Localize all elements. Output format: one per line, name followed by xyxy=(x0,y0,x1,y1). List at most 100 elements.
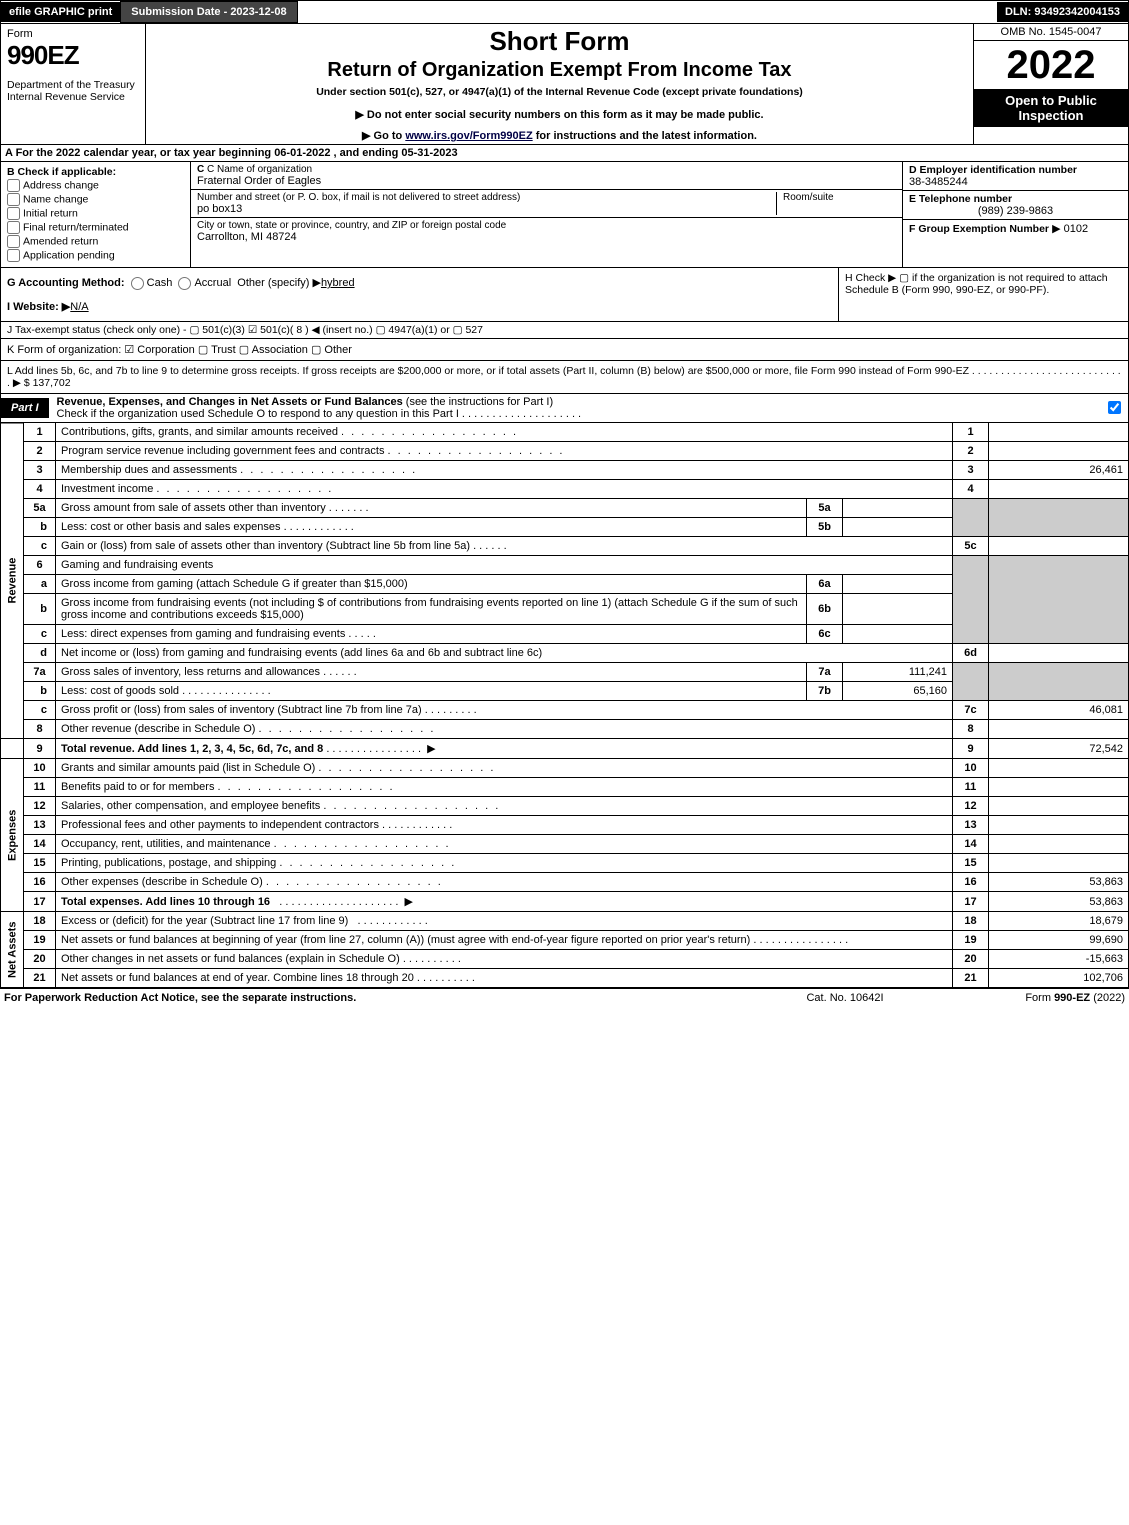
h-schedule-b: H Check ▶ ▢ if the organization is not r… xyxy=(838,268,1128,321)
ein-value: 38-3485244 xyxy=(909,176,1122,188)
i-label: I Website: ▶ xyxy=(7,301,70,313)
goto-post: for instructions and the latest informat… xyxy=(533,130,757,142)
ln-2-desc: Program service revenue including govern… xyxy=(61,445,384,457)
ln-4-val xyxy=(989,480,1129,499)
room-label: Room/suite xyxy=(783,192,896,203)
ln-7c-val: 46,081 xyxy=(989,701,1129,720)
city-label: City or town, state or province, country… xyxy=(197,220,896,231)
chk-final-return[interactable]: Final return/terminated xyxy=(7,221,184,234)
goto-line: ▶ Go to www.irs.gov/Form990EZ for instru… xyxy=(152,129,967,142)
ln-6b-desc: Gross income from fundraising events (no… xyxy=(61,597,798,621)
under-section: Under section 501(c), 527, or 4947(a)(1)… xyxy=(152,86,967,98)
other-label: Other (specify) ▶ xyxy=(237,277,321,289)
ln-20-desc: Other changes in net assets or fund bala… xyxy=(61,953,400,965)
ln-19-desc: Net assets or fund balances at beginning… xyxy=(61,934,750,946)
ln-5b-desc: Less: cost or other basis and sales expe… xyxy=(61,521,281,533)
f-label: F Group Exemption Number xyxy=(909,223,1049,235)
ln-6d-desc: Net income or (loss) from gaming and fun… xyxy=(61,647,542,659)
ln-1-num: 1 xyxy=(24,423,56,442)
g-accounting: G Accounting Method: Cash Accrual Other … xyxy=(1,268,838,321)
chk-initial-return[interactable]: Initial return xyxy=(7,207,184,220)
group-exemption-value: ▶ 0102 xyxy=(1052,223,1088,235)
tax-year: 2022 xyxy=(974,41,1128,89)
ln-6c-desc: Less: direct expenses from gaming and fu… xyxy=(61,628,345,640)
radio-cash[interactable] xyxy=(131,277,144,290)
cash-label: Cash xyxy=(147,277,173,289)
public-inspection: Open to Public Inspection xyxy=(974,89,1128,127)
website-value: N/A xyxy=(70,301,88,313)
chk-amended-return[interactable]: Amended return xyxy=(7,235,184,248)
ln-10-val xyxy=(989,759,1129,778)
row-g-h: G Accounting Method: Cash Accrual Other … xyxy=(0,268,1129,322)
b-header: B Check if applicable: xyxy=(7,166,184,178)
row-k-org-form: K Form of organization: ☑ Corporation ▢ … xyxy=(0,339,1129,361)
ssn-note: ▶ Do not enter social security numbers o… xyxy=(152,108,967,121)
footer: For Paperwork Reduction Act Notice, see … xyxy=(0,988,1129,1007)
part-1-title: Revenue, Expenses, and Changes in Net As… xyxy=(49,394,1104,422)
dept-label: Department of the Treasury Internal Reve… xyxy=(7,79,139,103)
ln-7b-desc: Less: cost of goods sold xyxy=(61,685,179,697)
ln-9-desc: Total revenue. Add lines 1, 2, 3, 4, 5c,… xyxy=(61,743,323,755)
ln-21-desc: Net assets or fund balances at end of ye… xyxy=(61,972,414,984)
ln-5c-val xyxy=(989,537,1129,556)
accrual-label: Accrual xyxy=(194,277,231,289)
part-1-check-line: Check if the organization used Schedule … xyxy=(57,408,582,420)
row-j-tax-exempt: J Tax-exempt status (check only one) - ▢… xyxy=(0,322,1129,339)
radio-accrual[interactable] xyxy=(178,277,191,290)
form-number: 990EZ xyxy=(7,40,139,71)
row-l-gross-receipts: L Add lines 5b, 6c, and 7b to line 9 to … xyxy=(0,361,1129,394)
submission-date: Submission Date - 2023-12-08 xyxy=(120,1,297,23)
ln-11-desc: Benefits paid to or for members xyxy=(61,781,214,793)
row-a-taxyear: A For the 2022 calendar year, or tax yea… xyxy=(0,145,1129,162)
ln-7b-val: 65,160 xyxy=(843,682,953,701)
ln-3-desc: Membership dues and assessments xyxy=(61,464,237,476)
ln-6d-val xyxy=(989,644,1129,663)
efile-print-label[interactable]: efile GRAPHIC print xyxy=(1,2,120,22)
ln-5a-desc: Gross amount from sale of assets other t… xyxy=(61,502,326,514)
goto-pre: ▶ Go to xyxy=(362,130,405,142)
ln-6b-val xyxy=(843,594,953,625)
street-value: po box13 xyxy=(197,203,776,215)
col-b-checkboxes: B Check if applicable: Address change Na… xyxy=(1,162,191,267)
ln-7c-desc: Gross profit or (loss) from sales of inv… xyxy=(61,704,422,716)
footer-cat-no: Cat. No. 10642I xyxy=(745,992,945,1004)
form-header: Form 990EZ Department of the Treasury In… xyxy=(0,24,1129,145)
ln-16-desc: Other expenses (describe in Schedule O) xyxy=(61,876,263,888)
return-title: Return of Organization Exempt From Incom… xyxy=(152,59,967,82)
ln-10-desc: Grants and similar amounts paid (list in… xyxy=(61,762,315,774)
ln-5c-desc: Gain or (loss) from sale of assets other… xyxy=(61,540,470,552)
lines-table: Revenue 1 Contributions, gifts, grants, … xyxy=(0,423,1129,989)
footer-left: For Paperwork Reduction Act Notice, see … xyxy=(4,992,745,1004)
short-form-title: Short Form xyxy=(152,26,967,57)
topbar: efile GRAPHIC print Submission Date - 20… xyxy=(0,0,1129,24)
irs-link[interactable]: www.irs.gov/Form990EZ xyxy=(405,130,532,142)
g-label: G Accounting Method: xyxy=(7,277,125,289)
col-c-org-info: C C Name of organization Fraternal Order… xyxy=(191,162,903,267)
ln-5a-val xyxy=(843,499,953,518)
ln-16-val: 53,863 xyxy=(989,873,1129,892)
omb-number: OMB No. 1545-0047 xyxy=(974,24,1128,41)
ln-12-desc: Salaries, other compensation, and employ… xyxy=(61,800,320,812)
other-value: hybred xyxy=(321,277,355,289)
c-name-label: C C Name of organization xyxy=(197,164,896,175)
ln-7a-desc: Gross sales of inventory, less returns a… xyxy=(61,666,320,678)
ln-19-val: 99,690 xyxy=(989,931,1129,950)
chk-application-pending[interactable]: Application pending xyxy=(7,249,184,262)
footer-right: Form 990-EZ (2022) xyxy=(945,992,1125,1004)
part-1-schedule-o-check[interactable] xyxy=(1108,401,1121,414)
city-value: Carrollton, MI 48724 xyxy=(197,231,896,243)
side-netassets: Net Assets xyxy=(1,912,24,988)
ln-6a-val xyxy=(843,575,953,594)
ln-17-desc: Total expenses. Add lines 10 through 16 xyxy=(61,896,270,908)
ln-8-desc: Other revenue (describe in Schedule O) xyxy=(61,723,255,735)
chk-address-change[interactable]: Address change xyxy=(7,179,184,192)
part-1-header: Part I Revenue, Expenses, and Changes in… xyxy=(0,394,1129,423)
side-expenses: Expenses xyxy=(1,759,24,912)
ln-6a-desc: Gross income from gaming (attach Schedul… xyxy=(61,578,408,590)
ln-6c-val xyxy=(843,625,953,644)
e-label: E Telephone number xyxy=(909,193,1122,205)
ln-1-rnum: 1 xyxy=(953,423,989,442)
chk-name-change[interactable]: Name change xyxy=(7,193,184,206)
ln-17-val: 53,863 xyxy=(989,892,1129,912)
part-1-tab: Part I xyxy=(1,398,49,418)
